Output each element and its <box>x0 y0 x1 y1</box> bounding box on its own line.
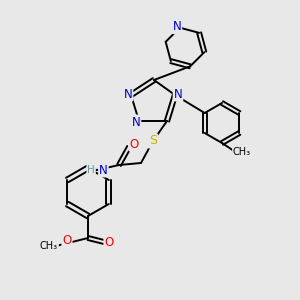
Text: O: O <box>62 235 72 248</box>
Text: CH₃: CH₃ <box>40 241 58 251</box>
Text: N: N <box>99 164 108 176</box>
Text: N: N <box>172 20 181 33</box>
Text: O: O <box>104 236 114 248</box>
Text: H: H <box>87 165 95 175</box>
Text: S: S <box>149 134 157 148</box>
Text: O: O <box>129 137 139 151</box>
Text: N: N <box>174 88 182 100</box>
Text: N: N <box>124 88 132 100</box>
Text: CH₃: CH₃ <box>233 147 251 157</box>
Text: N: N <box>132 116 140 128</box>
